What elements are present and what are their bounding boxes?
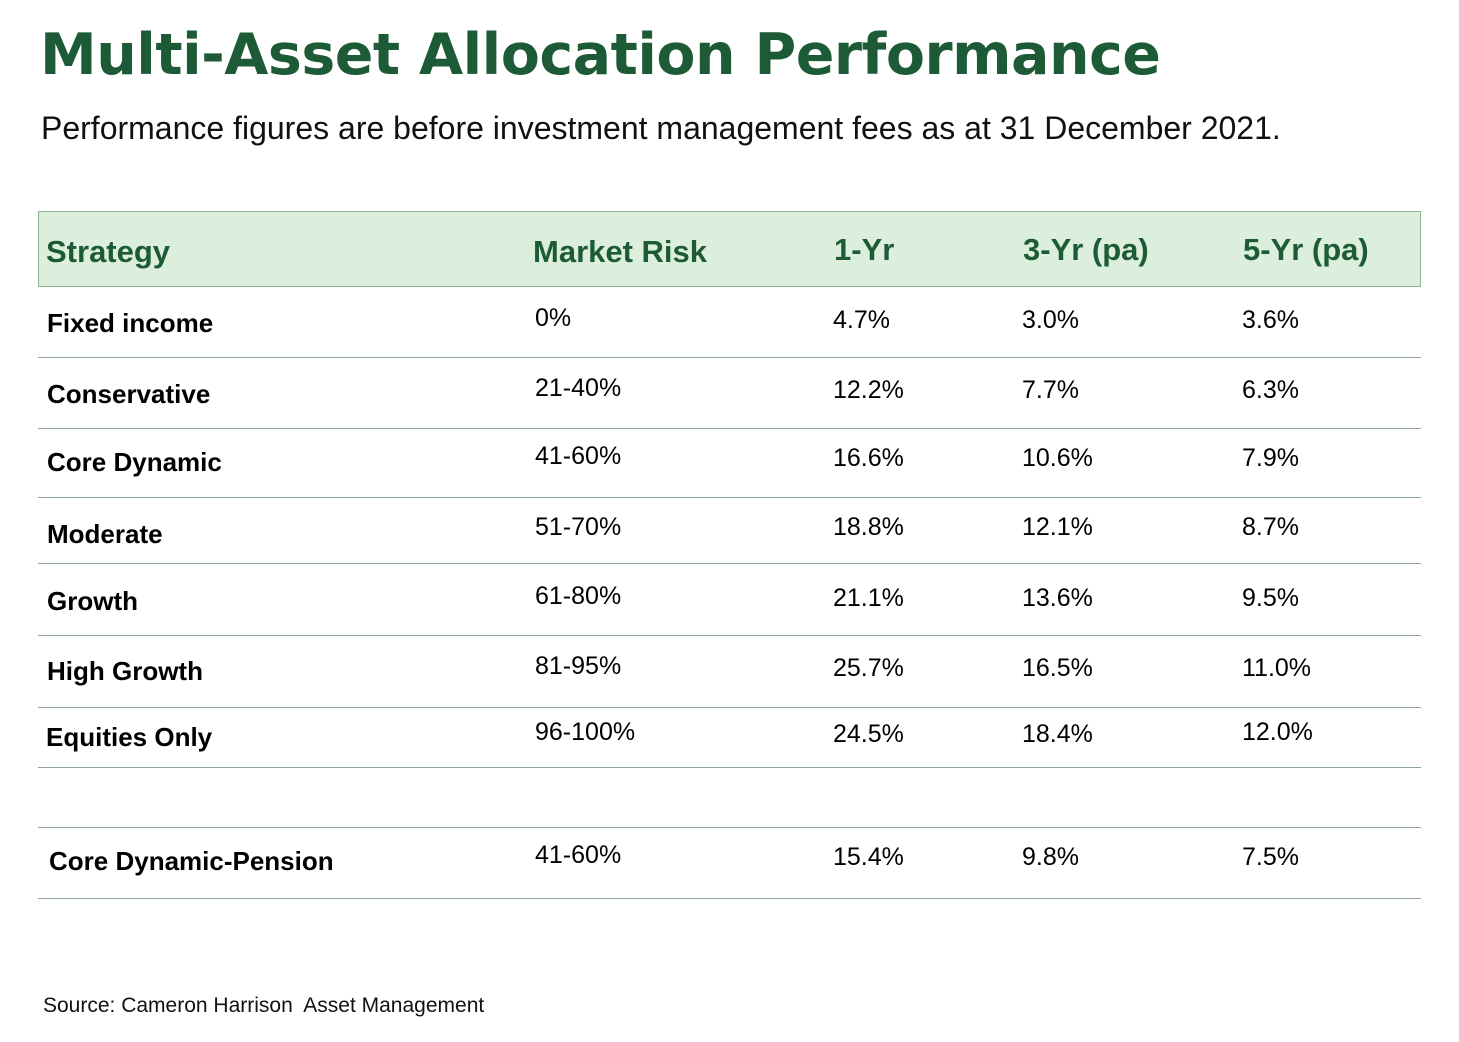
one-yr-value: 24.5% <box>833 720 904 748</box>
strategy-name: Core Dynamic <box>47 447 222 477</box>
header-3yr: 3-Yr (pa) <box>1023 232 1149 267</box>
three-yr-value: 10.6% <box>1022 444 1093 472</box>
strategy-name: Core Dynamic-Pension <box>49 846 334 876</box>
one-yr-value: 4.7% <box>833 306 890 334</box>
table-row: High Growth 81-95% 25.7% 16.5% 11.0% <box>38 636 1421 708</box>
market-risk-value: 21-40% <box>535 374 622 402</box>
three-yr-value: 18.4% <box>1022 720 1093 748</box>
market-risk-value: 51-70% <box>535 513 622 541</box>
strategy-name: Conservative <box>47 379 211 409</box>
one-yr-value: 15.4% <box>833 843 904 871</box>
five-yr-value: 6.3% <box>1242 376 1299 404</box>
five-yr-value: 7.9% <box>1242 444 1299 472</box>
three-yr-value: 9.8% <box>1022 843 1079 871</box>
three-yr-value: 7.7% <box>1022 376 1079 404</box>
header-strategy: Strategy <box>46 234 171 269</box>
table-spacer <box>38 768 1421 828</box>
table-row: Moderate 51-70% 18.8% 12.1% 8.7% <box>38 498 1421 564</box>
three-yr-value: 13.6% <box>1022 584 1093 612</box>
one-yr-value: 12.2% <box>833 376 904 404</box>
source-note: Source: Cameron Harrison Asset Managemen… <box>43 994 485 1017</box>
strategy-name: Fixed income <box>47 308 214 338</box>
five-yr-value: 11.0% <box>1242 654 1312 682</box>
five-yr-value: 9.5% <box>1242 584 1299 612</box>
market-risk-value: 41-60% <box>535 841 622 869</box>
header-market-risk: Market Risk <box>533 234 708 269</box>
market-risk-value: 0% <box>535 304 572 332</box>
five-yr-value: 8.7% <box>1242 513 1299 541</box>
table-row: Equities Only 96-100% 24.5% 18.4% 12.0% <box>38 708 1421 768</box>
one-yr-value: 18.8% <box>833 513 904 541</box>
strategy-name: Moderate <box>47 519 163 549</box>
market-risk-value: 81-95% <box>535 652 622 680</box>
strategy-name: High Growth <box>47 656 203 686</box>
page-subtitle: Performance figures are before investmen… <box>41 110 1281 146</box>
five-yr-value: 3.6% <box>1242 306 1299 334</box>
strategy-name: Equities Only <box>46 722 213 752</box>
table-row: Core Dynamic 41-60% 16.6% 10.6% 7.9% <box>38 429 1421 498</box>
three-yr-value: 12.1% <box>1022 513 1093 541</box>
table-row: Fixed income 0% 4.7% 3.0% 3.6% <box>38 287 1421 358</box>
one-yr-value: 21.1% <box>833 584 904 612</box>
pension-row: Core Dynamic-Pension 41-60% 15.4% 9.8% 7… <box>38 828 1421 899</box>
table-row: Conservative 21-40% 12.2% 7.7% 6.3% <box>38 358 1421 429</box>
header-5yr: 5-Yr (pa) <box>1243 232 1369 267</box>
performance-table: Strategy Market Risk 1-Yr 3-Yr (pa) 5-Yr… <box>38 211 1421 899</box>
strategy-name: Growth <box>47 586 138 616</box>
header-1yr: 1-Yr <box>834 232 895 267</box>
market-risk-value: 96-100% <box>535 718 636 746</box>
page-title: Multi-Asset Allocation Performance <box>40 22 1161 88</box>
table-header-row: Strategy Market Risk 1-Yr 3-Yr (pa) 5-Yr… <box>38 211 1421 287</box>
five-yr-value: 12.0% <box>1242 718 1313 746</box>
three-yr-value: 16.5% <box>1022 654 1093 682</box>
market-risk-value: 41-60% <box>535 442 622 470</box>
market-risk-value: 61-80% <box>535 582 622 610</box>
one-yr-value: 16.6% <box>833 444 904 472</box>
one-yr-value: 25.7% <box>833 654 904 682</box>
table-row: Growth 61-80% 21.1% 13.6% 9.5% <box>38 564 1421 636</box>
five-yr-value: 7.5% <box>1242 843 1299 871</box>
three-yr-value: 3.0% <box>1022 306 1079 334</box>
